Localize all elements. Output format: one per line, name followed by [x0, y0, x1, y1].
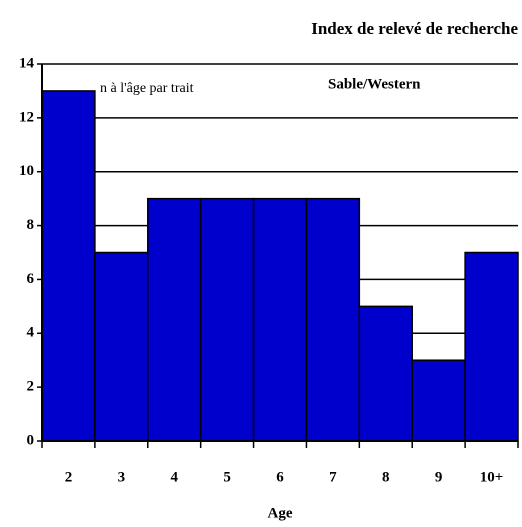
chart-title: Index de relevé de recherche — [311, 19, 518, 38]
x-tick-label: 2 — [65, 469, 73, 485]
annotation: Sable/Western — [328, 76, 421, 92]
y-tick-label: 10 — [19, 163, 34, 179]
bar — [41, 90, 96, 442]
bar — [358, 305, 413, 442]
x-tick-label: 3 — [118, 469, 126, 485]
y-tick-label: 12 — [19, 109, 34, 125]
y-tick-label: 0 — [27, 432, 35, 448]
y-tick-label: 2 — [27, 379, 35, 395]
x-tick-label: 7 — [329, 469, 337, 485]
x-tick-label: 5 — [223, 469, 231, 485]
x-tick-label: 6 — [276, 469, 284, 485]
bar — [94, 251, 149, 442]
x-tick-label: 8 — [382, 469, 390, 485]
x-axis-label: Age — [268, 505, 293, 521]
annotation: n à l'âge par trait — [100, 81, 194, 96]
y-tick-label: 8 — [27, 217, 35, 233]
y-tick-label: 6 — [27, 271, 35, 287]
x-tick-label: 4 — [170, 469, 178, 485]
y-tick-label: 14 — [19, 55, 35, 71]
bar — [199, 197, 255, 442]
bar — [147, 197, 202, 442]
bar — [252, 197, 308, 442]
plot: 0 2 4 6 8 10 12 14 2 3 4 5 6 7 8 9 10+ — [19, 55, 519, 485]
bar — [305, 197, 361, 442]
bar — [464, 251, 519, 442]
x-tick-label: 9 — [435, 469, 443, 485]
x-tick-label: 10+ — [480, 469, 504, 485]
bar — [411, 359, 466, 442]
y-tick-label: 4 — [27, 325, 35, 341]
